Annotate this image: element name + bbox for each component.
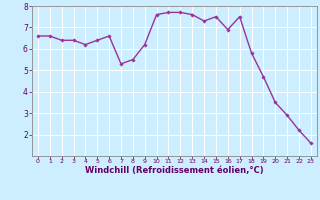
X-axis label: Windchill (Refroidissement éolien,°C): Windchill (Refroidissement éolien,°C) (85, 166, 264, 175)
